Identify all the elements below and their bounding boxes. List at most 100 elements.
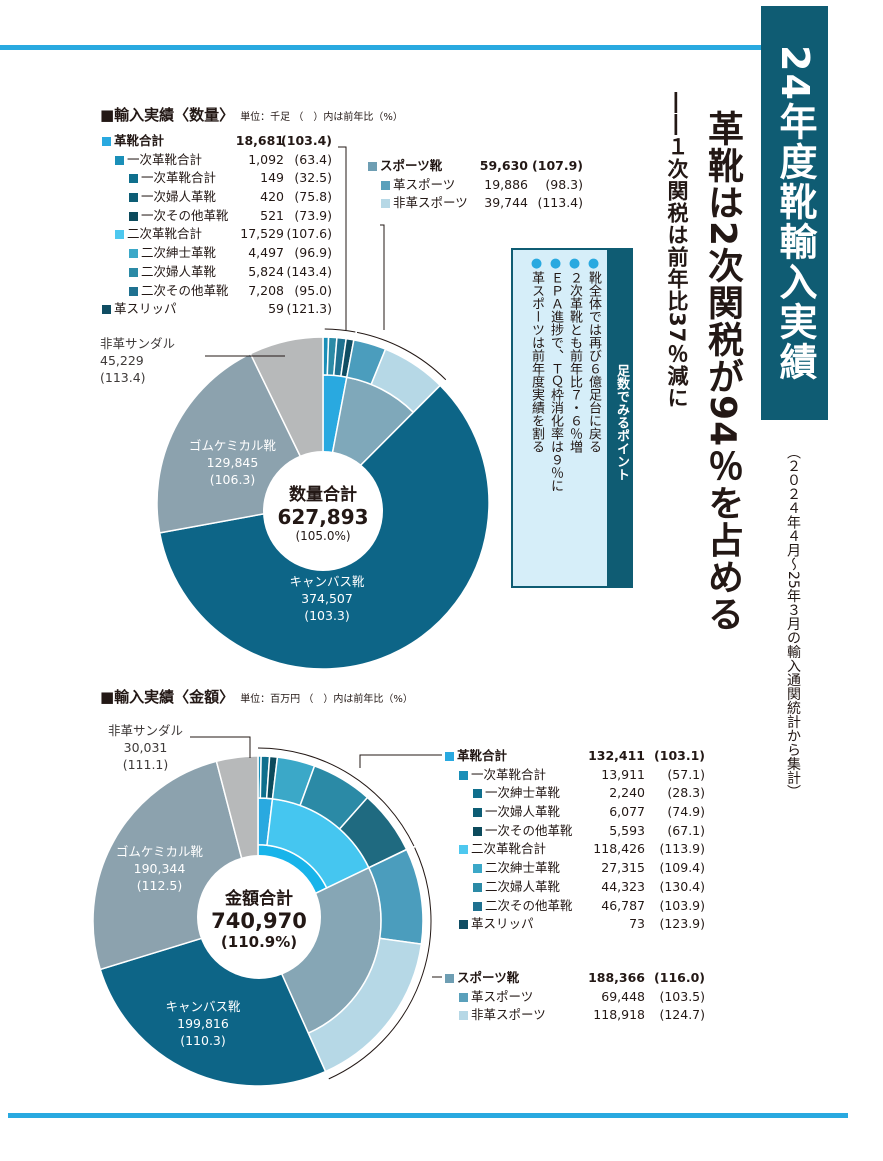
legend-ratio: (124.7) [659, 1007, 705, 1023]
amount-label-canvas: キャンバス靴 199,816 (110.3) [165, 999, 241, 1048]
legend-swatch [459, 770, 468, 780]
legend-label: 一次婦人革靴 [473, 803, 560, 822]
legend-label: 二次紳士革靴 [473, 859, 560, 878]
legend-ratio: (113.4) [537, 195, 583, 211]
legend-swatch [473, 901, 482, 911]
legend-label: 一次革靴合計 [129, 169, 216, 188]
legend-ratio: (123.9) [659, 916, 705, 932]
title-banner: 24年度靴輸入実績 [761, 6, 828, 420]
legend-row: 二次紳士革靴 27,315 (109.4) [445, 859, 705, 878]
legend-row: 革スポーツ 19,886 (98.3) [368, 176, 583, 195]
legend-ratio: (103.4) [281, 133, 332, 148]
legend-swatch [381, 199, 390, 209]
legend-ratio: (75.8) [294, 189, 332, 205]
legend-value: 6,077 [609, 804, 645, 820]
legend-swatch [473, 789, 482, 799]
top-rule [0, 45, 761, 50]
legend-ratio: (113.9) [659, 841, 705, 857]
legend-label: 二次紳士革靴 [129, 244, 216, 263]
legend-label: 革スポーツ [381, 176, 455, 195]
legend-ratio: (57.1) [667, 766, 705, 782]
volume-bracket-leather [324, 328, 356, 333]
legend-value: 420 [260, 189, 284, 205]
legend-row: 一次その他革靴 521 (73.9) [102, 207, 332, 226]
legend-swatch [459, 845, 468, 855]
legend-ratio: (32.5) [294, 170, 332, 186]
legend-ratio: (143.4) [286, 263, 332, 279]
legend-label: 一次革靴合計 [459, 766, 546, 785]
legend-ratio: (95.0) [294, 282, 332, 298]
volume-leader-sports [380, 224, 385, 330]
legend-swatch [459, 1011, 468, 1021]
legend-ratio: (103.9) [659, 897, 705, 913]
legend-swatch [129, 249, 138, 259]
legend-value: 5,824 [248, 263, 284, 279]
legend-swatch [129, 211, 138, 221]
point-box: 足数でみるポイント ●靴全体では再び６億足台に戻る ●２次革靴とも前年比７・６％… [511, 248, 633, 588]
legend-row: 二次婦人革靴 44,323 (130.4) [445, 878, 705, 897]
legend-value: 521 [260, 207, 284, 223]
legend-swatch [129, 193, 138, 203]
legend-swatch [102, 137, 111, 146]
legend-value: 2,240 [609, 785, 645, 801]
legend-row: 一次紳士革靴 2,240 (28.3) [445, 784, 705, 803]
legend-row: 革スリッパ 73 (123.9) [445, 915, 705, 934]
legend-value: 27,315 [601, 860, 645, 876]
legend-row: 一次婦人革靴 6,077 (74.9) [445, 803, 705, 822]
legend-swatch [473, 882, 482, 892]
legend-label: 一次その他革靴 [129, 207, 229, 226]
legend-value: 118,918 [593, 1007, 645, 1023]
legend-value: 59,630 [479, 158, 528, 173]
legend-row: 二次その他革靴 7,208 (95.0) [102, 282, 332, 301]
legend-ratio: (116.0) [654, 970, 705, 985]
legend-swatch [445, 974, 454, 983]
amount-bracket-leather [257, 747, 415, 847]
legend-ratio: (121.3) [286, 301, 332, 317]
legend-row: 一次革靴合計 1,092 (63.4) [102, 151, 332, 170]
legend-row: 革スポーツ 69,448 (103.5) [445, 988, 705, 1007]
legend-row: 一次その他革靴 5,593 (67.1) [445, 822, 705, 841]
legend-label: 一次婦人革靴 [129, 188, 216, 207]
legend-ratio: (98.3) [545, 176, 583, 192]
legend-row: 非革スポーツ 39,744 (113.4) [368, 194, 583, 213]
legend-label: 革スリッパ [459, 915, 534, 934]
legend-value: 188,366 [588, 970, 645, 985]
legend-value: 44,323 [601, 878, 645, 894]
legend-swatch [368, 162, 377, 171]
volume-section-title: ■輸入実績〈数量〉 単位：千足 （ ）内は前年比（%） [100, 106, 403, 124]
legend-label: 二次その他革靴 [129, 282, 229, 301]
legend-row: 二次革靴合計 17,529 (107.6) [102, 225, 332, 244]
legend-row: スポーツ靴 188,366 (116.0) [445, 969, 705, 988]
period-note: （２０２４年４月～25年３月の輸入通関統計から集計） [785, 445, 801, 799]
legend-ratio: (63.4) [294, 151, 332, 167]
legend-label: 二次婦人革靴 [473, 878, 560, 897]
legend-swatch [445, 752, 454, 761]
legend-label: スポーツ靴 [445, 969, 519, 988]
volume-label-canvas: キャンバス靴 374,507 (103.3) [289, 574, 365, 623]
volume-leader-leather [338, 146, 347, 330]
legend-label: 二次その他革靴 [473, 897, 573, 916]
legend-label: 非革スポーツ [459, 1006, 546, 1025]
legend-ratio: (107.9) [532, 158, 583, 173]
legend-value: 1,092 [248, 151, 284, 167]
legend-value: 73 [629, 916, 645, 932]
legend-value: 19,886 [484, 176, 528, 192]
legend-value: 59 [268, 301, 284, 317]
legend-ratio: (103.1) [654, 748, 705, 763]
legend-row: 二次その他革靴 46,787 (103.9) [445, 897, 705, 916]
legend-row: 一次革靴合計 13,911 (57.1) [445, 766, 705, 785]
legend-ratio: (28.3) [667, 785, 705, 801]
legend-label: 二次革靴合計 [115, 225, 202, 244]
legend-label: スポーツ靴 [368, 157, 442, 176]
amount-legend-leather: 革靴合計 132,411 (103.1) 一次革靴合計 13,911 (57.1) 一次紳士… [445, 747, 705, 934]
legend-label: 革靴合計 [102, 132, 164, 151]
legend-ratio: (96.9) [294, 245, 332, 261]
legend-swatch [115, 230, 124, 240]
legend-swatch [102, 305, 111, 315]
legend-label: 革スリッパ [102, 300, 177, 319]
legend-swatch [459, 920, 468, 930]
legend-ratio: (73.9) [294, 207, 332, 223]
legend-swatch [129, 286, 138, 296]
legend-value: 17,529 [240, 226, 284, 242]
